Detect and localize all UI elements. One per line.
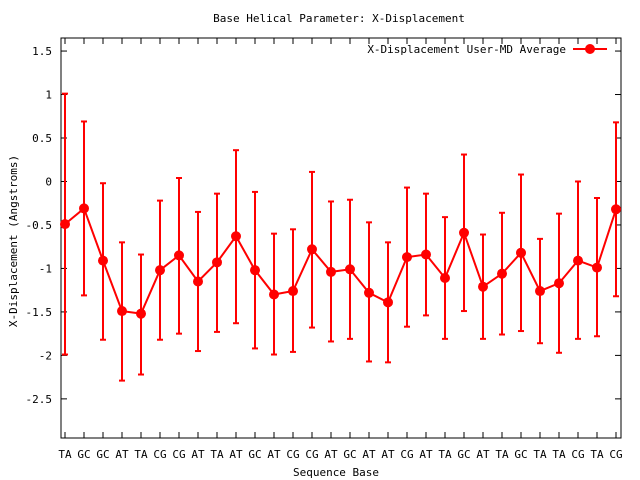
- x-tick-label: CG: [400, 448, 413, 461]
- x-tick-label: AT: [267, 448, 281, 461]
- x-tick-label: GC: [457, 448, 470, 461]
- y-tick-label: 0: [45, 175, 52, 188]
- x-tick-label: CG: [172, 448, 185, 461]
- x-axis-label: Sequence Base: [293, 466, 379, 479]
- series-line: [64, 206, 617, 315]
- data-point: [288, 286, 298, 297]
- x-tick-label: TA: [58, 448, 72, 461]
- data-point: [611, 204, 621, 215]
- y-tick-label: 1.5: [32, 45, 52, 58]
- data-point: [326, 266, 336, 277]
- x-tick-label: AT: [229, 448, 243, 461]
- x-tick-label: AT: [362, 448, 376, 461]
- x-tick-label: AT: [419, 448, 433, 461]
- y-tick-label: -1.5: [26, 306, 53, 319]
- data-point: [174, 250, 184, 261]
- y-axis: 1.5 1 0.5 0 -0.5 -1 -1.5 -2 -2.5: [26, 45, 621, 406]
- data-point: [478, 281, 488, 292]
- data-point: [497, 268, 507, 279]
- y-axis-label: X-Displacement (Angstroms): [7, 155, 20, 327]
- x-tick-label: GC: [248, 448, 261, 461]
- x-tick-label: AT: [115, 448, 129, 461]
- legend-label: X-Displacement User-MD Average: [367, 43, 566, 56]
- data-point: [573, 255, 583, 266]
- x-tick-label: CG: [305, 448, 318, 461]
- plot-frame: [60, 37, 622, 439]
- x-tick-label: TA: [134, 448, 148, 461]
- x-tick-label: GC: [77, 448, 90, 461]
- error-bars: [62, 92, 619, 382]
- data-point: [307, 244, 317, 255]
- data-point: [155, 265, 165, 276]
- x-tick-label: GC: [96, 448, 109, 461]
- data-point: [592, 262, 602, 273]
- x-tick-label: GC: [514, 448, 527, 461]
- x-tick-label: CG: [153, 448, 166, 461]
- y-tick-label: -2.5: [26, 393, 53, 406]
- y-tick-label: 0.5: [32, 132, 52, 145]
- x-tick-label: AT: [381, 448, 395, 461]
- data-point: [535, 286, 545, 297]
- x-tick-label: TA: [590, 448, 604, 461]
- data-point: [60, 219, 70, 230]
- x-tick-label: AT: [191, 448, 205, 461]
- data-point: [212, 257, 222, 268]
- data-point: [136, 308, 146, 319]
- x-tick-label: TA: [495, 448, 509, 461]
- data-point: [402, 252, 412, 263]
- y-tick-label: -0.5: [26, 219, 53, 232]
- x-tick-label: TA: [210, 448, 224, 461]
- data-point: [440, 273, 450, 283]
- data-point: [98, 255, 108, 266]
- chart-title: Base Helical Parameter: X-Displacement: [213, 12, 465, 25]
- data-series: [60, 203, 621, 319]
- data-point: [383, 297, 393, 308]
- y-tick-label: -2: [39, 349, 52, 362]
- data-point: [516, 247, 526, 258]
- x-tick-label: TA: [438, 448, 452, 461]
- data-point: [79, 203, 89, 214]
- x-tick-label: CG: [609, 448, 622, 461]
- legend: X-Displacement User-MD Average: [367, 43, 607, 56]
- data-point: [117, 306, 127, 317]
- data-point: [269, 289, 279, 300]
- legend-marker: [585, 44, 595, 54]
- data-point: [554, 278, 564, 289]
- y-tick-label: -1: [39, 262, 52, 275]
- data-point: [364, 287, 374, 298]
- x-tick-label: CG: [571, 448, 584, 461]
- y-tick-label: 1: [45, 89, 52, 102]
- x-tick-label: AT: [476, 448, 490, 461]
- data-point: [250, 265, 260, 276]
- data-point: [345, 264, 355, 275]
- data-point: [231, 231, 241, 242]
- x-tick-label: GC: [343, 448, 356, 461]
- x-tick-label: TA: [533, 448, 547, 461]
- data-point: [421, 249, 431, 260]
- data-point: [459, 227, 469, 238]
- x-tick-label: CG: [286, 448, 299, 461]
- x-axis: TA GC GC AT TA CG CG AT TA AT GC AT CG CG AT GC AT AT CG AT…: [58, 38, 623, 461]
- data-point: [193, 276, 203, 287]
- x-tick-label: AT: [324, 448, 338, 461]
- x-tick-label: TA: [552, 448, 566, 461]
